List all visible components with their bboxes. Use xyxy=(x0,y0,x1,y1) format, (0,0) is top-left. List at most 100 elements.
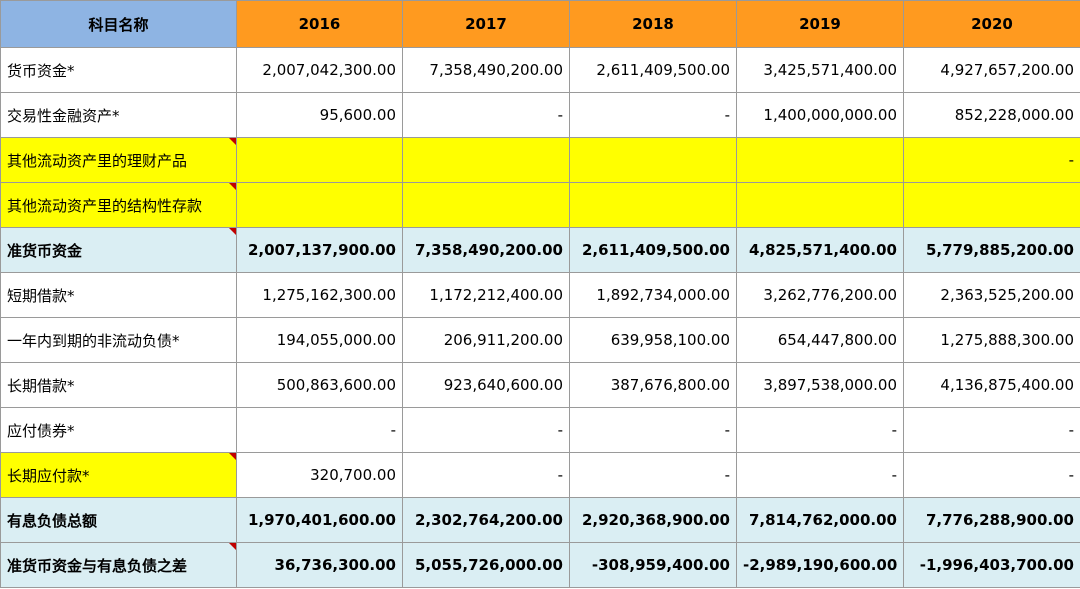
value-cell[interactable]: 2,302,764,200.00 xyxy=(402,497,570,543)
header-row: 科目名称 2016 2017 2018 2019 2020 xyxy=(0,0,1080,48)
row-label-cell[interactable]: 有息负债总额 xyxy=(0,497,237,543)
value-cell[interactable]: -1,996,403,700.00 xyxy=(903,542,1080,588)
comment-marker-icon[interactable] xyxy=(229,453,236,460)
row-label-text: 长期应付款* xyxy=(7,466,90,485)
value-cell[interactable]: 1,400,000,000.00 xyxy=(736,92,904,138)
value-cell[interactable]: 2,363,525,200.00 xyxy=(903,272,1080,318)
value-cell[interactable] xyxy=(569,182,737,228)
header-name-cell[interactable]: 科目名称 xyxy=(0,0,237,48)
table-row-highlighted: 其他流动资产里的理财产品 - xyxy=(0,137,1080,183)
value-cell[interactable]: 4,927,657,200.00 xyxy=(903,47,1080,93)
value-cell[interactable]: - xyxy=(903,452,1080,498)
value-cell[interactable] xyxy=(736,137,904,183)
row-label-cell[interactable]: 短期借款* xyxy=(0,272,237,318)
value-cell[interactable]: 194,055,000.00 xyxy=(236,317,403,363)
value-cell[interactable] xyxy=(402,137,570,183)
comment-marker-icon[interactable] xyxy=(229,228,236,235)
value-cell[interactable]: -308,959,400.00 xyxy=(569,542,737,588)
row-label-cell[interactable]: 准货币资金与有息负债之差 xyxy=(0,542,237,588)
value-cell[interactable]: 2,007,137,900.00 xyxy=(236,227,403,273)
value-cell[interactable]: 2,007,042,300.00 xyxy=(236,47,403,93)
value-cell[interactable]: 3,425,571,400.00 xyxy=(736,47,904,93)
value-cell[interactable]: 3,262,776,200.00 xyxy=(736,272,904,318)
value-cell[interactable]: 7,358,490,200.00 xyxy=(402,47,570,93)
header-year-2016[interactable]: 2016 xyxy=(236,0,403,48)
value-cell[interactable] xyxy=(402,182,570,228)
row-label-cell[interactable]: 货币资金* xyxy=(0,47,237,93)
value-cell[interactable] xyxy=(236,182,403,228)
row-label-cell[interactable]: 应付债券* xyxy=(0,407,237,453)
table-row: 货币资金* 2,007,042,300.00 7,358,490,200.00 … xyxy=(0,47,1080,93)
value-cell[interactable]: 7,776,288,900.00 xyxy=(903,497,1080,543)
value-cell[interactable] xyxy=(236,137,403,183)
value-cell[interactable]: 206,911,200.00 xyxy=(402,317,570,363)
value-cell[interactable]: 4,136,875,400.00 xyxy=(903,362,1080,408)
table-row: 应付债券* - - - - - xyxy=(0,407,1080,453)
value-cell[interactable]: 654,447,800.00 xyxy=(736,317,904,363)
row-label-cell[interactable]: 其他流动资产里的结构性存款 xyxy=(0,182,237,228)
value-cell[interactable]: 639,958,100.00 xyxy=(569,317,737,363)
comment-marker-icon[interactable] xyxy=(229,183,236,190)
table-row-highlighted: 其他流动资产里的结构性存款 xyxy=(0,182,1080,228)
row-label-cell[interactable]: 一年内到期的非流动负债* xyxy=(0,317,237,363)
value-cell[interactable]: - xyxy=(402,452,570,498)
value-cell[interactable] xyxy=(736,182,904,228)
value-cell[interactable]: 1,172,212,400.00 xyxy=(402,272,570,318)
table-row-total: 准货币资金与有息负债之差 36,736,300.00 5,055,726,000… xyxy=(0,542,1080,588)
value-cell[interactable]: - xyxy=(569,92,737,138)
value-cell[interactable]: 2,611,409,500.00 xyxy=(569,227,737,273)
value-cell[interactable]: 1,275,888,300.00 xyxy=(903,317,1080,363)
value-cell[interactable]: - xyxy=(903,137,1080,183)
value-cell[interactable]: - xyxy=(236,407,403,453)
value-cell[interactable]: 5,055,726,000.00 xyxy=(402,542,570,588)
value-cell[interactable]: 5,779,885,200.00 xyxy=(903,227,1080,273)
value-cell[interactable]: - xyxy=(402,92,570,138)
value-cell[interactable]: 7,814,762,000.00 xyxy=(736,497,904,543)
comment-marker-icon[interactable] xyxy=(229,543,236,550)
value-cell[interactable]: 7,358,490,200.00 xyxy=(402,227,570,273)
value-cell[interactable]: 36,736,300.00 xyxy=(236,542,403,588)
value-cell[interactable]: 3,897,538,000.00 xyxy=(736,362,904,408)
value-cell[interactable]: 1,275,162,300.00 xyxy=(236,272,403,318)
header-year-2018[interactable]: 2018 xyxy=(569,0,737,48)
table-row: 一年内到期的非流动负债* 194,055,000.00 206,911,200.… xyxy=(0,317,1080,363)
header-year-2019[interactable]: 2019 xyxy=(736,0,904,48)
row-label-cell[interactable]: 准货币资金 xyxy=(0,227,237,273)
value-cell[interactable]: 923,640,600.00 xyxy=(402,362,570,408)
value-cell[interactable]: 2,920,368,900.00 xyxy=(569,497,737,543)
value-cell[interactable]: 500,863,600.00 xyxy=(236,362,403,408)
table-row-total: 有息负债总额 1,970,401,600.00 2,302,764,200.00… xyxy=(0,497,1080,543)
value-cell[interactable]: 387,676,800.00 xyxy=(569,362,737,408)
value-cell[interactable]: 852,228,000.00 xyxy=(903,92,1080,138)
value-cell[interactable] xyxy=(903,182,1080,228)
value-cell[interactable]: - xyxy=(903,407,1080,453)
comment-marker-icon[interactable] xyxy=(229,138,236,145)
row-label-cell[interactable]: 长期应付款* xyxy=(0,452,237,498)
row-label-text: 其他流动资产里的结构性存款 xyxy=(7,196,203,215)
row-label-cell[interactable]: 长期借款* xyxy=(0,362,237,408)
value-cell[interactable]: 1,892,734,000.00 xyxy=(569,272,737,318)
value-cell[interactable]: - xyxy=(402,407,570,453)
value-cell[interactable] xyxy=(569,137,737,183)
value-cell[interactable]: 1,970,401,600.00 xyxy=(236,497,403,543)
table-row: 长期借款* 500,863,600.00 923,640,600.00 387,… xyxy=(0,362,1080,408)
value-cell[interactable]: - xyxy=(569,407,737,453)
value-cell[interactable]: - xyxy=(736,452,904,498)
value-cell[interactable]: -2,989,190,600.00 xyxy=(736,542,904,588)
table-row: 长期应付款* 320,700.00 - - - - xyxy=(0,452,1080,498)
value-cell[interactable]: 4,825,571,400.00 xyxy=(736,227,904,273)
row-label-text: 准货币资金与有息负债之差 xyxy=(7,556,188,575)
value-cell[interactable]: 95,600.00 xyxy=(236,92,403,138)
header-year-2017[interactable]: 2017 xyxy=(402,0,570,48)
value-cell[interactable]: 2,611,409,500.00 xyxy=(569,47,737,93)
row-label-cell[interactable]: 其他流动资产里的理财产品 xyxy=(0,137,237,183)
row-label-cell[interactable]: 交易性金融资产* xyxy=(0,92,237,138)
table-row: 交易性金融资产* 95,600.00 - - 1,400,000,000.00 … xyxy=(0,92,1080,138)
value-cell[interactable]: - xyxy=(736,407,904,453)
value-cell[interactable]: - xyxy=(569,452,737,498)
row-label-text: 其他流动资产里的理财产品 xyxy=(7,151,188,170)
header-year-2020[interactable]: 2020 xyxy=(903,0,1080,48)
table-row: 短期借款* 1,275,162,300.00 1,172,212,400.00 … xyxy=(0,272,1080,318)
value-cell[interactable]: 320,700.00 xyxy=(236,452,403,498)
